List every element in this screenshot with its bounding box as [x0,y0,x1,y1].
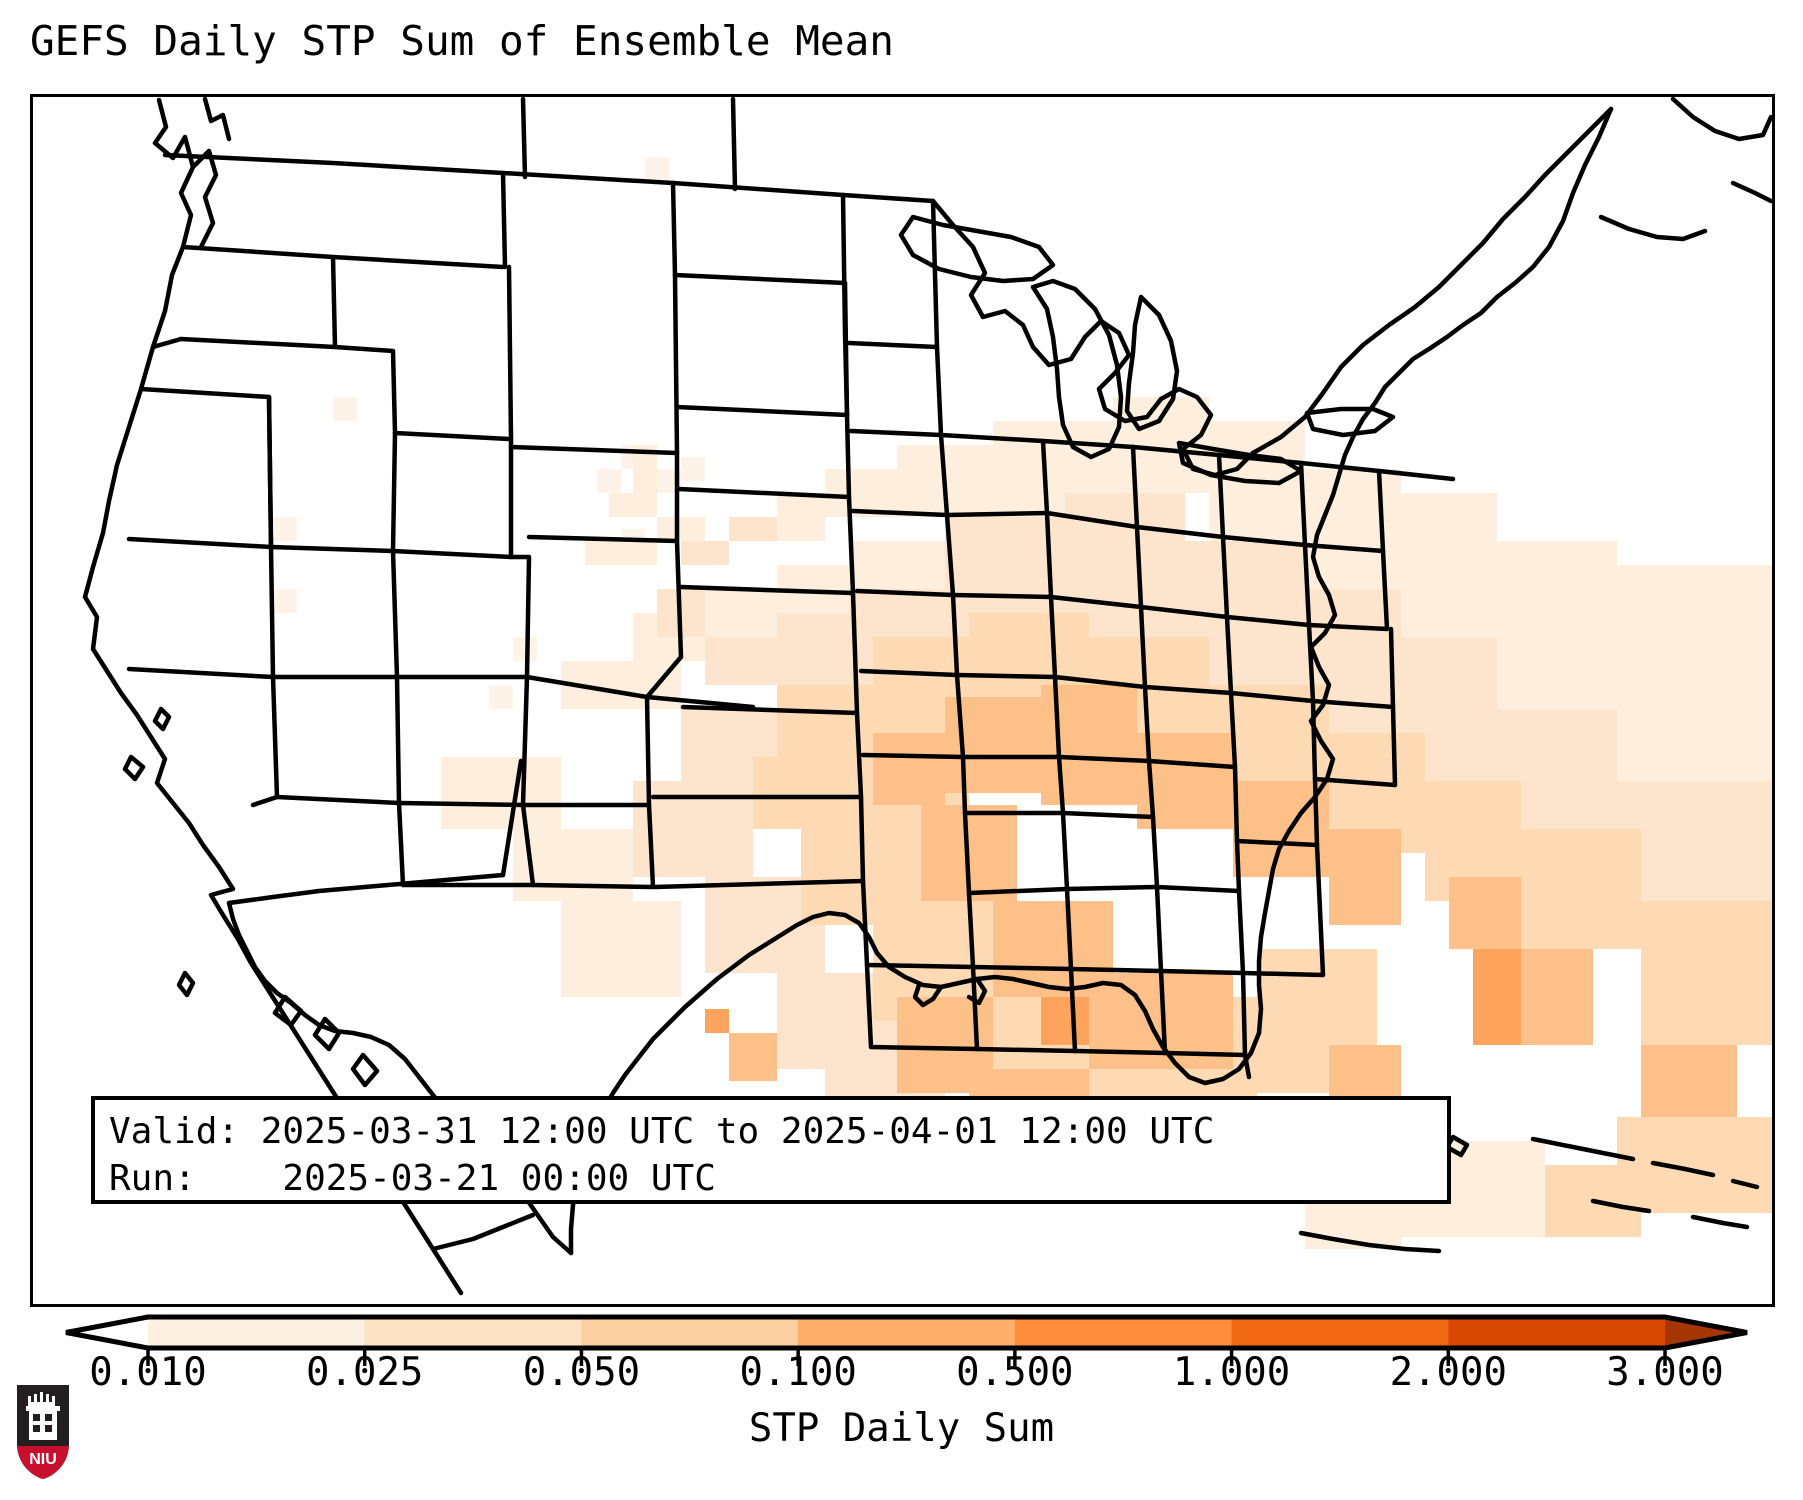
map-panel: Valid: 2025-03-31 12:00 UTC to 2025-04-0… [30,94,1775,1307]
colorbar-tick-label: 1.000 [1172,1350,1291,1395]
info-box: Valid: 2025-03-31 12:00 UTC to 2025-04-0… [91,1096,1451,1204]
colorbar-over-arrow [1665,1317,1747,1348]
colorbar-tick-label: 0.500 [956,1350,1074,1395]
niu-wordmark: NIU [29,1451,57,1468]
page-title: GEFS Daily STP Sum of Ensemble Mean [30,17,894,65]
colorbar-segment [148,1317,366,1348]
colorbar-segment [1014,1317,1233,1348]
colorbar-outline [65,1314,1748,1351]
colorbar-ticks [146,1350,1667,1366]
colorbar-under-arrow [66,1317,148,1348]
colorbar-tick-label: 3.000 [1606,1350,1724,1395]
colorbar-tick-label: 2.000 [1389,1350,1507,1395]
valid-time-line: Valid: 2025-03-31 12:00 UTC to 2025-04-0… [109,1111,1215,1152]
colorbar-segment [1448,1317,1666,1348]
colorbar-tick-labels: 0.010 0.025 0.050 0.100 0.500 1.000 2.000 3.000 [0,1350,1803,1400]
stp-shaded-grid [273,157,1772,1249]
colorbar-tick-label: 0.025 [306,1350,424,1395]
castle-windows [33,1414,52,1432]
colorbar-tick-label: 0.100 [739,1350,857,1395]
colorbar-segment [1231,1317,1449,1348]
colorbar-tick-label: 0.010 [89,1350,207,1395]
colorbar-tick-label: 0.050 [522,1350,641,1395]
colorbar-segment [364,1317,583,1348]
colorbar-svg [65,1314,1748,1366]
niu-logo: NIU [17,1385,69,1479]
colorbar-axis-label: STP Daily Sum [748,1406,1055,1451]
shield-red-band [17,1444,69,1479]
run-time-line: Run: 2025-03-21 00:00 UTC [109,1158,716,1199]
colorbar [0,1310,1803,1370]
colorbar-segment [581,1317,799,1348]
colorbar-segment [798,1317,1016,1348]
